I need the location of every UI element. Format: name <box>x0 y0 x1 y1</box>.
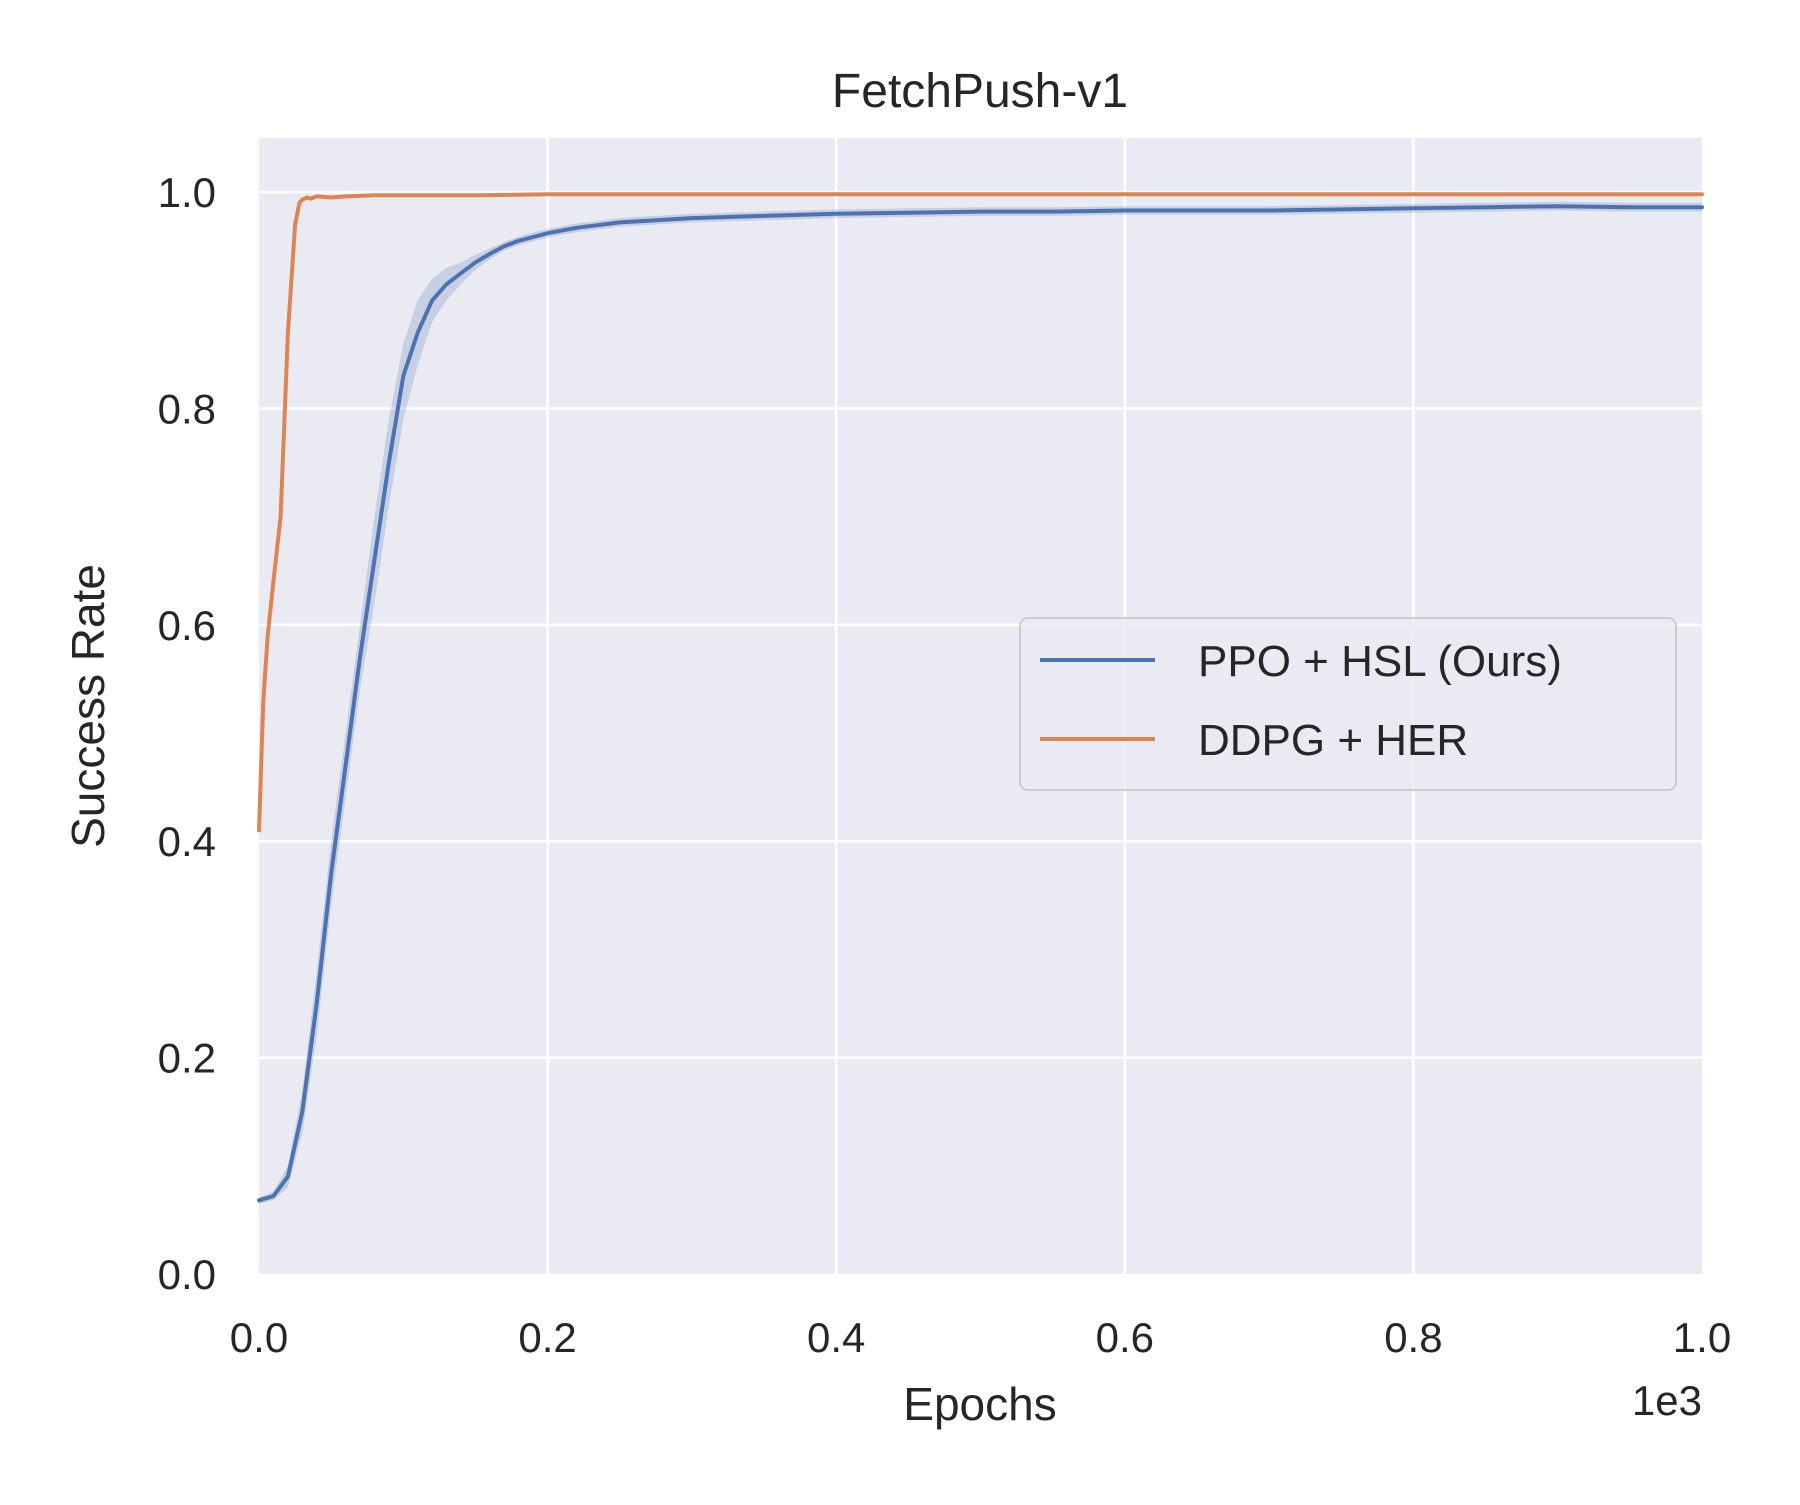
x-tick-label: 0.2 <box>518 1314 576 1361</box>
legend: PPO + HSL (Ours) DDPG + HER <box>1019 617 1677 791</box>
y-tick-label: 0.2 <box>158 1035 216 1082</box>
y-tick-label: 0.0 <box>158 1251 216 1298</box>
x-tick-label: 0.8 <box>1384 1314 1442 1361</box>
x-tick-label: 1.0 <box>1673 1314 1731 1361</box>
y-tick-label: 0.8 <box>158 385 216 432</box>
x-tick-label: 0.6 <box>1096 1314 1154 1361</box>
x-axis-offset-label: 1e3 <box>1632 1377 1702 1424</box>
legend-label-ppo: PPO + HSL (Ours) <box>1198 637 1562 686</box>
series-line-0 <box>257 204 1704 1203</box>
y-tick-label: 1.0 <box>158 169 216 216</box>
x-axis-ticks: 0.0 0.2 0.4 0.6 0.8 1.0 <box>230 1314 1731 1361</box>
series-lines <box>257 192 1704 1203</box>
legend-label-ddpg: DDPG + HER <box>1198 716 1468 765</box>
y-tick-label: 0.4 <box>158 818 216 865</box>
x-tick-label: 0.4 <box>807 1314 865 1361</box>
legend-box <box>1019 617 1677 791</box>
series-line-1 <box>257 192 1704 833</box>
chart-title: FetchPush-v1 <box>832 65 1128 118</box>
y-axis-label: Success Rate <box>62 564 114 848</box>
x-axis-label: Epochs <box>903 1378 1056 1430</box>
x-tick-label: 0.0 <box>230 1314 288 1361</box>
y-axis-ticks: 0.0 0.2 0.4 0.6 0.8 1.0 <box>158 169 216 1298</box>
y-tick-label: 0.6 <box>158 602 216 649</box>
